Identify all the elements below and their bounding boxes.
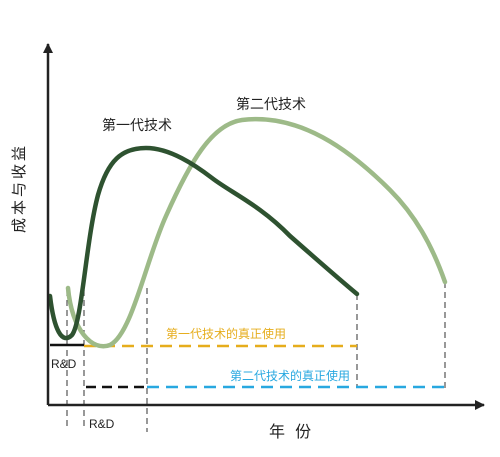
y-axis-label: 成本与收益 — [10, 143, 28, 233]
gen2-curve-label: 第二代技术 — [236, 96, 306, 113]
x-axis-label: 年 份 — [269, 422, 311, 441]
gen2-real-use-label: 第二代技术的真正使用 — [230, 368, 350, 383]
rd-label-second: R&D — [89, 417, 115, 431]
vertical-guides — [66, 282, 446, 432]
gen1-real-use-label: 第一代技术的真正使用 — [166, 326, 286, 341]
gen2-curve — [65, 116, 448, 349]
gen1-curve-label: 第一代技术 — [102, 117, 172, 134]
gen1-curve — [47, 145, 360, 341]
rd-label-first: R&D — [51, 357, 77, 371]
